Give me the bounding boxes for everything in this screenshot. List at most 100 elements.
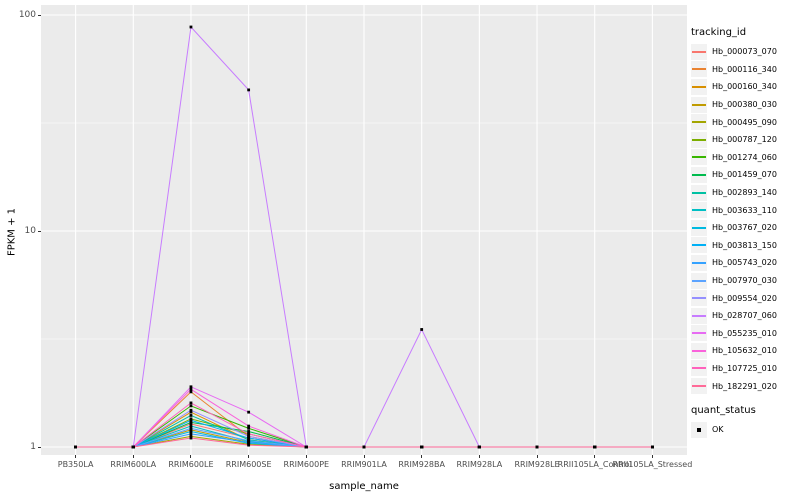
legend-item-Hb_055235_010: Hb_055235_010	[691, 325, 799, 343]
y-tick-label: 1	[30, 442, 36, 452]
legend-item-label: Hb_055235_010	[712, 328, 777, 338]
series-color-swatch	[692, 103, 706, 106]
legend-item-Hb_001274_060: Hb_001274_060	[691, 149, 799, 167]
y-tick-mark	[38, 230, 41, 232]
legend-key	[691, 96, 707, 113]
legend-item-label: Hb_009554_020	[712, 293, 777, 303]
legend-item-label: Hb_003633_110	[712, 205, 777, 215]
legend-key	[691, 202, 707, 219]
legend-item-quant-ok: OK	[691, 421, 799, 439]
legend-item-label: Hb_000787_120	[712, 135, 777, 145]
x-tick-mark	[363, 455, 365, 458]
x-tick-label: RRIM600LE	[168, 460, 214, 469]
legend-key	[691, 149, 707, 166]
x-tick-mark	[478, 455, 480, 458]
legend-items-tracking-id: Hb_000073_070 Hb_000116_340 Hb_000160_340 H…	[691, 43, 799, 395]
x-tick-label: RRIM600SE	[225, 460, 272, 469]
legend-item-Hb_000787_120: Hb_000787_120	[691, 131, 799, 149]
legend-key	[691, 131, 707, 148]
legend-key	[691, 61, 707, 78]
legend-item-label: Hb_007970_030	[712, 276, 777, 286]
legend-title-quant-status: quant_status	[691, 404, 756, 416]
legend-item-label: Hb_028707_060	[712, 311, 777, 321]
legend-item-label: Hb_105632_010	[712, 346, 777, 356]
legend-key-ok	[691, 421, 707, 438]
legend-item-Hb_000380_030: Hb_000380_030	[691, 96, 799, 114]
legend-key	[691, 43, 707, 60]
y-tick-mark	[38, 446, 41, 448]
legend-item-Hb_003633_110: Hb_003633_110	[691, 201, 799, 219]
series-color-swatch	[692, 314, 706, 317]
y-tick-mark	[38, 14, 41, 16]
legend-item-label: Hb_000160_340	[712, 82, 777, 92]
legend-item-label: Hb_182291_020	[712, 381, 777, 391]
series-color-swatch	[692, 191, 706, 194]
legend-title-tracking-id: tracking_id	[691, 27, 747, 38]
series-color-swatch	[692, 138, 706, 141]
series-color-swatch	[692, 173, 706, 176]
legend-key	[691, 184, 707, 201]
legend-key	[691, 254, 707, 271]
series-color-swatch	[692, 385, 706, 388]
legend-item-Hb_001459_070: Hb_001459_070	[691, 166, 799, 184]
x-tick-mark	[190, 455, 192, 458]
series-color-swatch	[692, 226, 706, 229]
series-color-swatch	[692, 121, 706, 124]
legend-item-label: Hb_005743_020	[712, 258, 777, 268]
x-tick-label: RRIM928LA	[456, 460, 503, 469]
series-color-swatch	[692, 209, 706, 212]
legend-key	[691, 307, 707, 324]
legend-item-Hb_009554_020: Hb_009554_020	[691, 289, 799, 307]
series-color-swatch	[692, 156, 706, 159]
x-tick-label: RRIM600LA	[110, 460, 157, 469]
legend-item-label: Hb_000495_090	[712, 117, 777, 127]
legend-key	[691, 166, 707, 183]
legend-item-Hb_105632_010: Hb_105632_010	[691, 342, 799, 360]
legend-item-label: Hb_003767_020	[712, 223, 777, 233]
x-tick-label: RRIM928BA	[398, 460, 445, 469]
legend-item-label: OK	[712, 425, 724, 435]
x-tick-mark	[651, 455, 653, 458]
legend-key	[691, 378, 707, 395]
series-color-swatch	[692, 50, 706, 53]
legend-item-label: Hb_002893_140	[712, 188, 777, 198]
legend-item-Hb_007970_030: Hb_007970_030	[691, 272, 799, 290]
legend-key	[691, 219, 707, 236]
legend-item-Hb_182291_020: Hb_182291_020	[691, 377, 799, 395]
x-axis-title: sample_name	[329, 481, 399, 492]
x-tick-mark	[594, 455, 596, 458]
x-tick-mark	[305, 455, 307, 458]
x-tick-mark	[132, 455, 134, 458]
legend-key	[691, 114, 707, 131]
legend-item-label: Hb_000073_070	[712, 47, 777, 57]
legend-key	[691, 342, 707, 359]
legend-item-Hb_000116_340: Hb_000116_340	[691, 61, 799, 79]
legend-item-Hb_000495_090: Hb_000495_090	[691, 113, 799, 131]
legend-item-Hb_000073_070: Hb_000073_070	[691, 43, 799, 61]
legend-key	[691, 360, 707, 377]
legend-item-label: Hb_107725_010	[712, 363, 777, 373]
series-color-swatch	[692, 244, 706, 247]
x-tick-label: RRIM600PE	[283, 460, 330, 469]
ok-point-icon	[697, 427, 701, 432]
legend-key	[691, 272, 707, 289]
x-tick-mark	[75, 455, 77, 458]
legend-key	[691, 290, 707, 307]
legend-item-label: Hb_000380_030	[712, 100, 777, 110]
legend-key	[691, 325, 707, 342]
x-tick-mark	[536, 455, 538, 458]
legend-item-Hb_005743_020: Hb_005743_020	[691, 254, 799, 272]
series-color-swatch	[692, 349, 706, 352]
legend-item-Hb_000160_340: Hb_000160_340	[691, 78, 799, 96]
legend-item-Hb_107725_010: Hb_107725_010	[691, 360, 799, 378]
series-color-swatch	[692, 261, 706, 264]
legend-item-Hb_003813_150: Hb_003813_150	[691, 237, 799, 255]
series-color-swatch	[692, 297, 706, 300]
legend: tracking_id Hb_000073_070 Hb_000116_340 Hb…	[691, 27, 799, 438]
legend-item-Hb_028707_060: Hb_028707_060	[691, 307, 799, 325]
series-color-swatch	[692, 367, 706, 370]
series-color-swatch	[692, 68, 706, 71]
plot-canvas	[41, 5, 687, 455]
x-tick-label: RRIM928LE	[514, 460, 560, 469]
